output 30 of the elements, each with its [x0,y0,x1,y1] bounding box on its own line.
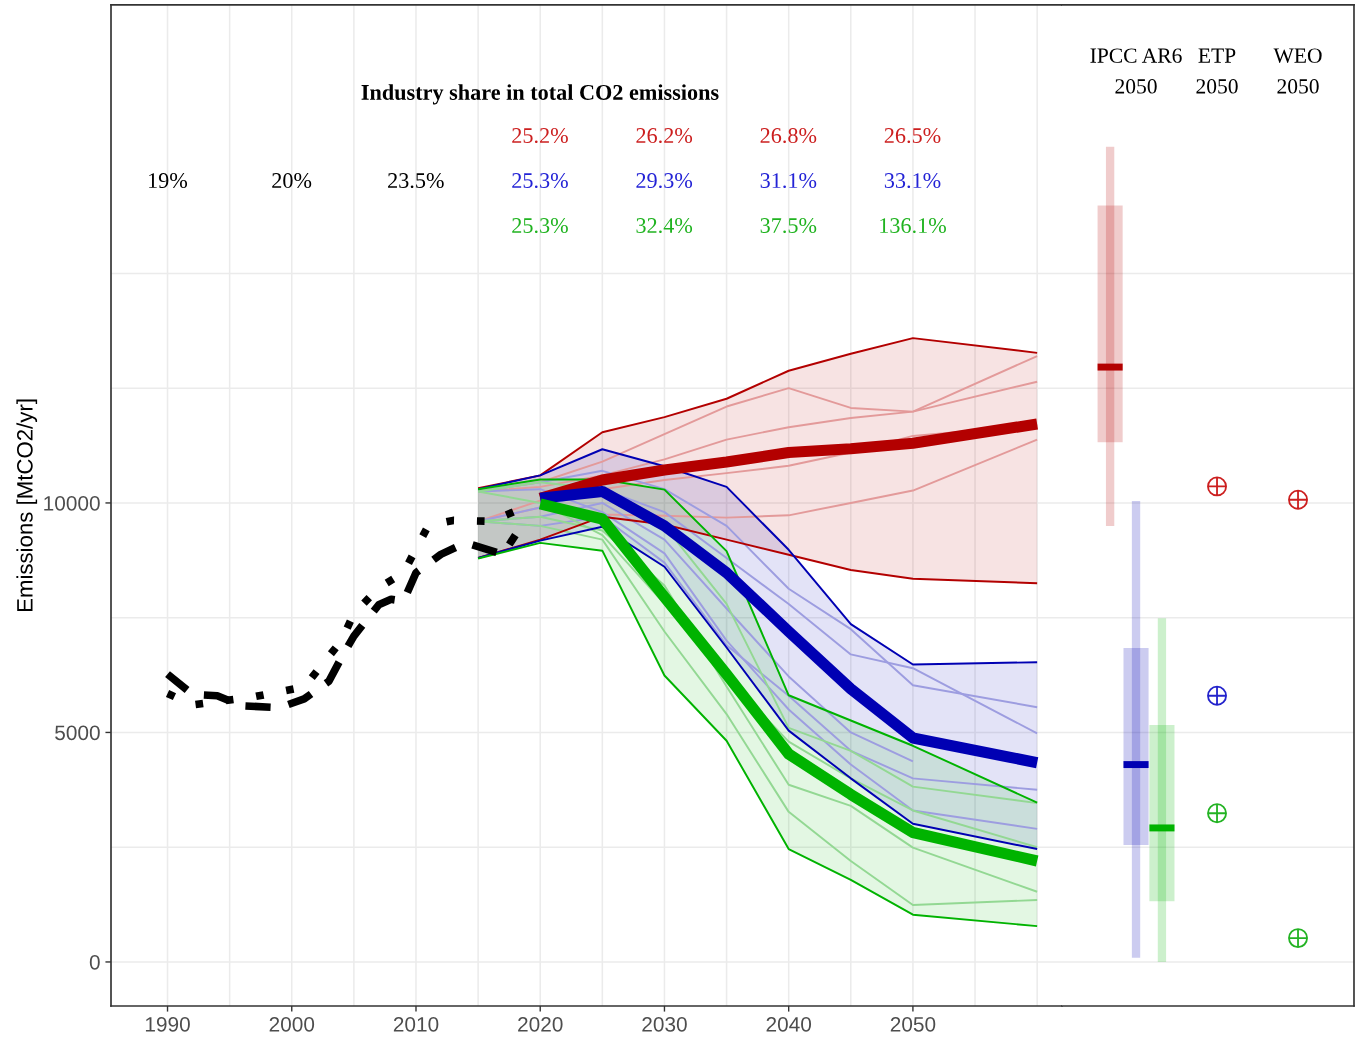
x-tick-label: 1990 [145,1016,190,1032]
annotation: 25.3% [512,173,568,189]
annotation: 26.5% [884,128,941,144]
x-tick-label: 2010 [393,1016,439,1032]
text: Industry share in total CO2 emissions [361,84,719,105]
annotation: 136.1% [880,218,946,234]
annotation: 29.3% [636,173,693,189]
y-axis-title: Emissions [MtCO2/yr] [16,399,38,612]
annotation: 32.4% [636,218,693,234]
x-tick-label: WEO 2050 [1273,48,1322,94]
annotation: 19% [149,173,188,189]
y-tick-label: 10000 [44,495,100,511]
annotation: 25.3% [512,218,568,234]
x-tick-label: 2040 [766,1016,812,1032]
annotation: 31.1% [760,173,817,189]
annotation: 33.1% [884,173,941,189]
x-tick-label: 2050 [890,1016,936,1032]
x-tick-label: IPCC AR6 2050 [1090,48,1182,94]
annotation: 26.2% [636,128,693,144]
y-tick-label: 5000 [55,725,100,741]
annotation: 20% [272,173,312,189]
y-tick-label: 0 [89,954,100,970]
annotation: 37.5% [760,218,817,234]
annotation: 23.5% [388,173,444,189]
x-tick-label: 2030 [642,1016,687,1032]
annotation: 26.8% [760,128,817,144]
x-tick-label: 2000 [269,1016,315,1032]
x-tick-label: 2020 [518,1016,563,1032]
annotation: 25.2% [512,128,568,144]
x-tick-label: ETP 2050 [1196,48,1238,94]
